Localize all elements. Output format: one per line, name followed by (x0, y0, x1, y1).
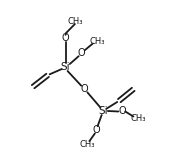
Text: CH₃: CH₃ (67, 16, 83, 26)
Text: CH₃: CH₃ (89, 37, 105, 46)
Text: O: O (92, 125, 100, 135)
Text: CH₃: CH₃ (80, 140, 95, 149)
Text: O: O (78, 48, 85, 58)
Text: Si: Si (61, 62, 70, 72)
Text: O: O (62, 33, 69, 43)
Text: Si: Si (98, 106, 108, 116)
Text: O: O (118, 107, 126, 116)
Text: O: O (80, 84, 88, 94)
Text: CH₃: CH₃ (130, 114, 146, 123)
